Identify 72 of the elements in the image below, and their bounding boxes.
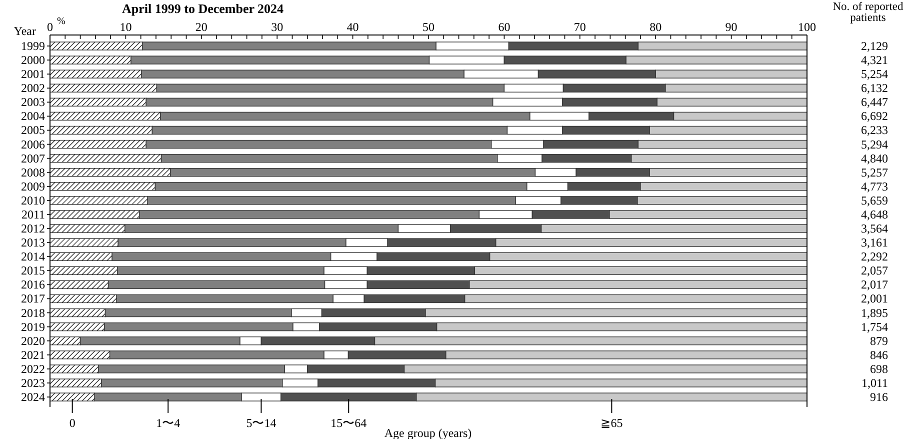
y-tick-label: 2014 (21, 250, 45, 264)
y-axis-title: Year (14, 24, 36, 38)
y-tick-label: 2019 (21, 320, 45, 334)
y-tick-label: 2016 (21, 278, 45, 292)
y-tick-label: 2001 (21, 67, 45, 82)
x-tick-label: 100 (798, 20, 816, 34)
y-tick-label: 2008 (21, 165, 45, 180)
text: 5,254 (861, 67, 888, 82)
y-tick-label: 2000 (21, 53, 45, 68)
y-tick-label: 2023 (21, 376, 45, 390)
text: 2,129 (861, 39, 888, 53)
y-tick-label: 2021 (21, 348, 45, 362)
text: 6,692 (861, 109, 888, 124)
text: 5,257 (861, 165, 888, 180)
series-label: 1〜4 (156, 416, 180, 430)
x-tick-label: 10 (120, 20, 132, 34)
text: 2,017 (861, 278, 888, 292)
y-tick-label: 2017 (21, 292, 45, 306)
text: 1,011 (861, 376, 888, 390)
y-tick-label: 2007 (21, 151, 45, 166)
series-label: 5〜14 (246, 416, 276, 430)
y-tick-label: 2006 (21, 137, 45, 152)
text: 1,895 (861, 306, 888, 320)
text: 4,773 (861, 179, 888, 194)
x-tick-label: 80 (650, 20, 662, 34)
y-tick-label: 2002 (21, 81, 45, 96)
text: 5,294 (861, 137, 888, 152)
text: 916 (870, 390, 888, 404)
text: 3,161 (861, 236, 888, 250)
x-tick-label: 30 (271, 20, 284, 34)
text: 6,132 (861, 81, 888, 96)
text: 4,321 (861, 53, 888, 68)
text: 4,840 (861, 151, 888, 166)
y-tick-label: 2022 (21, 362, 45, 376)
series-label: 15〜64 (330, 416, 367, 430)
series-label: 0 (69, 416, 76, 430)
text: 1,754 (861, 320, 888, 334)
text: 6,447 (861, 95, 888, 110)
x-tick-label: 20 (195, 20, 208, 34)
y-tick-label: 2009 (21, 179, 45, 194)
y-tick-label: 2003 (21, 95, 45, 110)
text: No. of reported patients (832, 1, 904, 24)
text: 4,648 (861, 207, 888, 222)
text: 698 (870, 362, 888, 376)
text: 2,057 (861, 264, 888, 278)
x-tick-label: 0 (47, 20, 53, 34)
text: 5,659 (861, 193, 888, 208)
y-tick-label: 2018 (21, 306, 45, 320)
text: 2,001 (861, 292, 888, 306)
y-tick-label: 2004 (21, 109, 45, 124)
x-tick-label: 70 (574, 20, 586, 34)
x-tick-label: 50 (422, 20, 434, 34)
y-tick-label: 2013 (21, 236, 45, 250)
y-tick-label: 2005 (21, 123, 45, 138)
y-tick-label: 2024 (21, 390, 45, 404)
series-label: ≧65 (600, 416, 623, 430)
text: 846 (870, 348, 888, 362)
x-axis-title: % (57, 16, 66, 27)
text: 3,564 (861, 222, 888, 236)
y-tick-label: 2015 (21, 264, 45, 278)
x-tick-label: 40 (346, 20, 359, 34)
chart-title: April 1999 to December 2024 (122, 1, 284, 16)
text: 879 (870, 334, 888, 348)
text: 6,233 (861, 123, 888, 138)
y-tick-label: 2012 (21, 222, 45, 236)
text: 2,292 (861, 250, 888, 264)
y-tick-label: 2020 (21, 334, 45, 348)
y-tick-label: 2010 (21, 193, 45, 208)
x-tick-label: 90 (725, 20, 738, 34)
y-tick-label: 1999 (21, 39, 45, 53)
x-tick-label: 60 (498, 20, 510, 34)
y-tick-label: 2011 (21, 207, 45, 222)
